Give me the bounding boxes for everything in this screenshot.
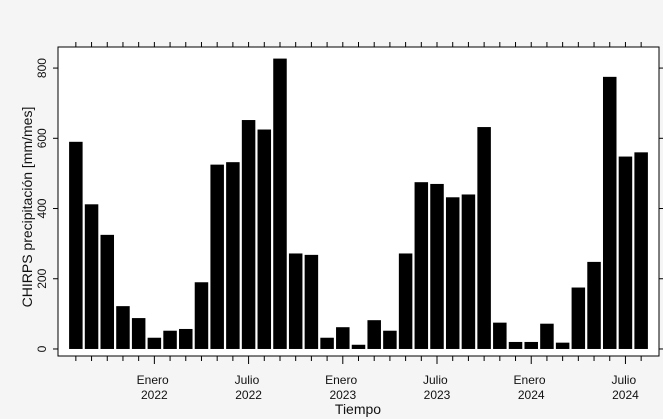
plot-border — [57, 46, 660, 357]
bar — [398, 253, 413, 349]
bar — [618, 156, 633, 349]
y-tick-label: 800 — [35, 58, 49, 78]
y-tick-label: 600 — [35, 128, 49, 148]
bar — [116, 306, 130, 349]
bar — [69, 141, 83, 349]
x-axis-title: Tiempo — [335, 401, 381, 417]
bar — [540, 323, 554, 349]
bar — [273, 58, 287, 349]
bar — [257, 129, 272, 349]
bar — [414, 182, 429, 349]
bar — [241, 120, 256, 349]
bar — [571, 287, 586, 349]
bar — [587, 261, 601, 349]
bar — [430, 183, 444, 349]
bar — [131, 318, 146, 349]
bar — [179, 328, 193, 349]
bar — [602, 76, 617, 349]
y-tick-label: 200 — [35, 268, 49, 288]
bar — [508, 341, 523, 349]
bar — [336, 327, 350, 349]
x-tick-label: Julio 2022 — [235, 373, 263, 402]
y-tick-label: 400 — [35, 198, 49, 218]
bar — [147, 337, 162, 349]
bar — [383, 330, 397, 349]
bar — [555, 342, 570, 349]
bar — [477, 127, 491, 349]
plot-area — [58, 47, 659, 356]
bar — [320, 337, 334, 349]
x-tick-label: Julio 2024 — [611, 373, 639, 402]
x-tick-label: Enero 2023 — [325, 373, 360, 402]
bar — [351, 344, 366, 349]
x-tick-label: Enero 2022 — [137, 373, 172, 402]
bar — [524, 341, 538, 349]
bar — [84, 204, 99, 349]
y-tick-label: 0 — [35, 345, 49, 352]
y-axis-title: CHIRPS precipitación [mm/mes] — [19, 107, 35, 308]
bar — [194, 282, 209, 349]
bar — [367, 320, 381, 349]
bar — [226, 162, 240, 349]
bar — [461, 194, 476, 349]
bar — [634, 152, 648, 349]
bar — [210, 164, 224, 349]
bar — [304, 254, 319, 349]
bar — [493, 322, 507, 349]
x-tick-label: Enero 2024 — [514, 373, 549, 402]
bar — [445, 197, 460, 349]
x-tick-label: Julio 2023 — [423, 373, 451, 402]
bar — [288, 253, 303, 349]
bar — [163, 330, 177, 349]
bar — [100, 234, 115, 349]
